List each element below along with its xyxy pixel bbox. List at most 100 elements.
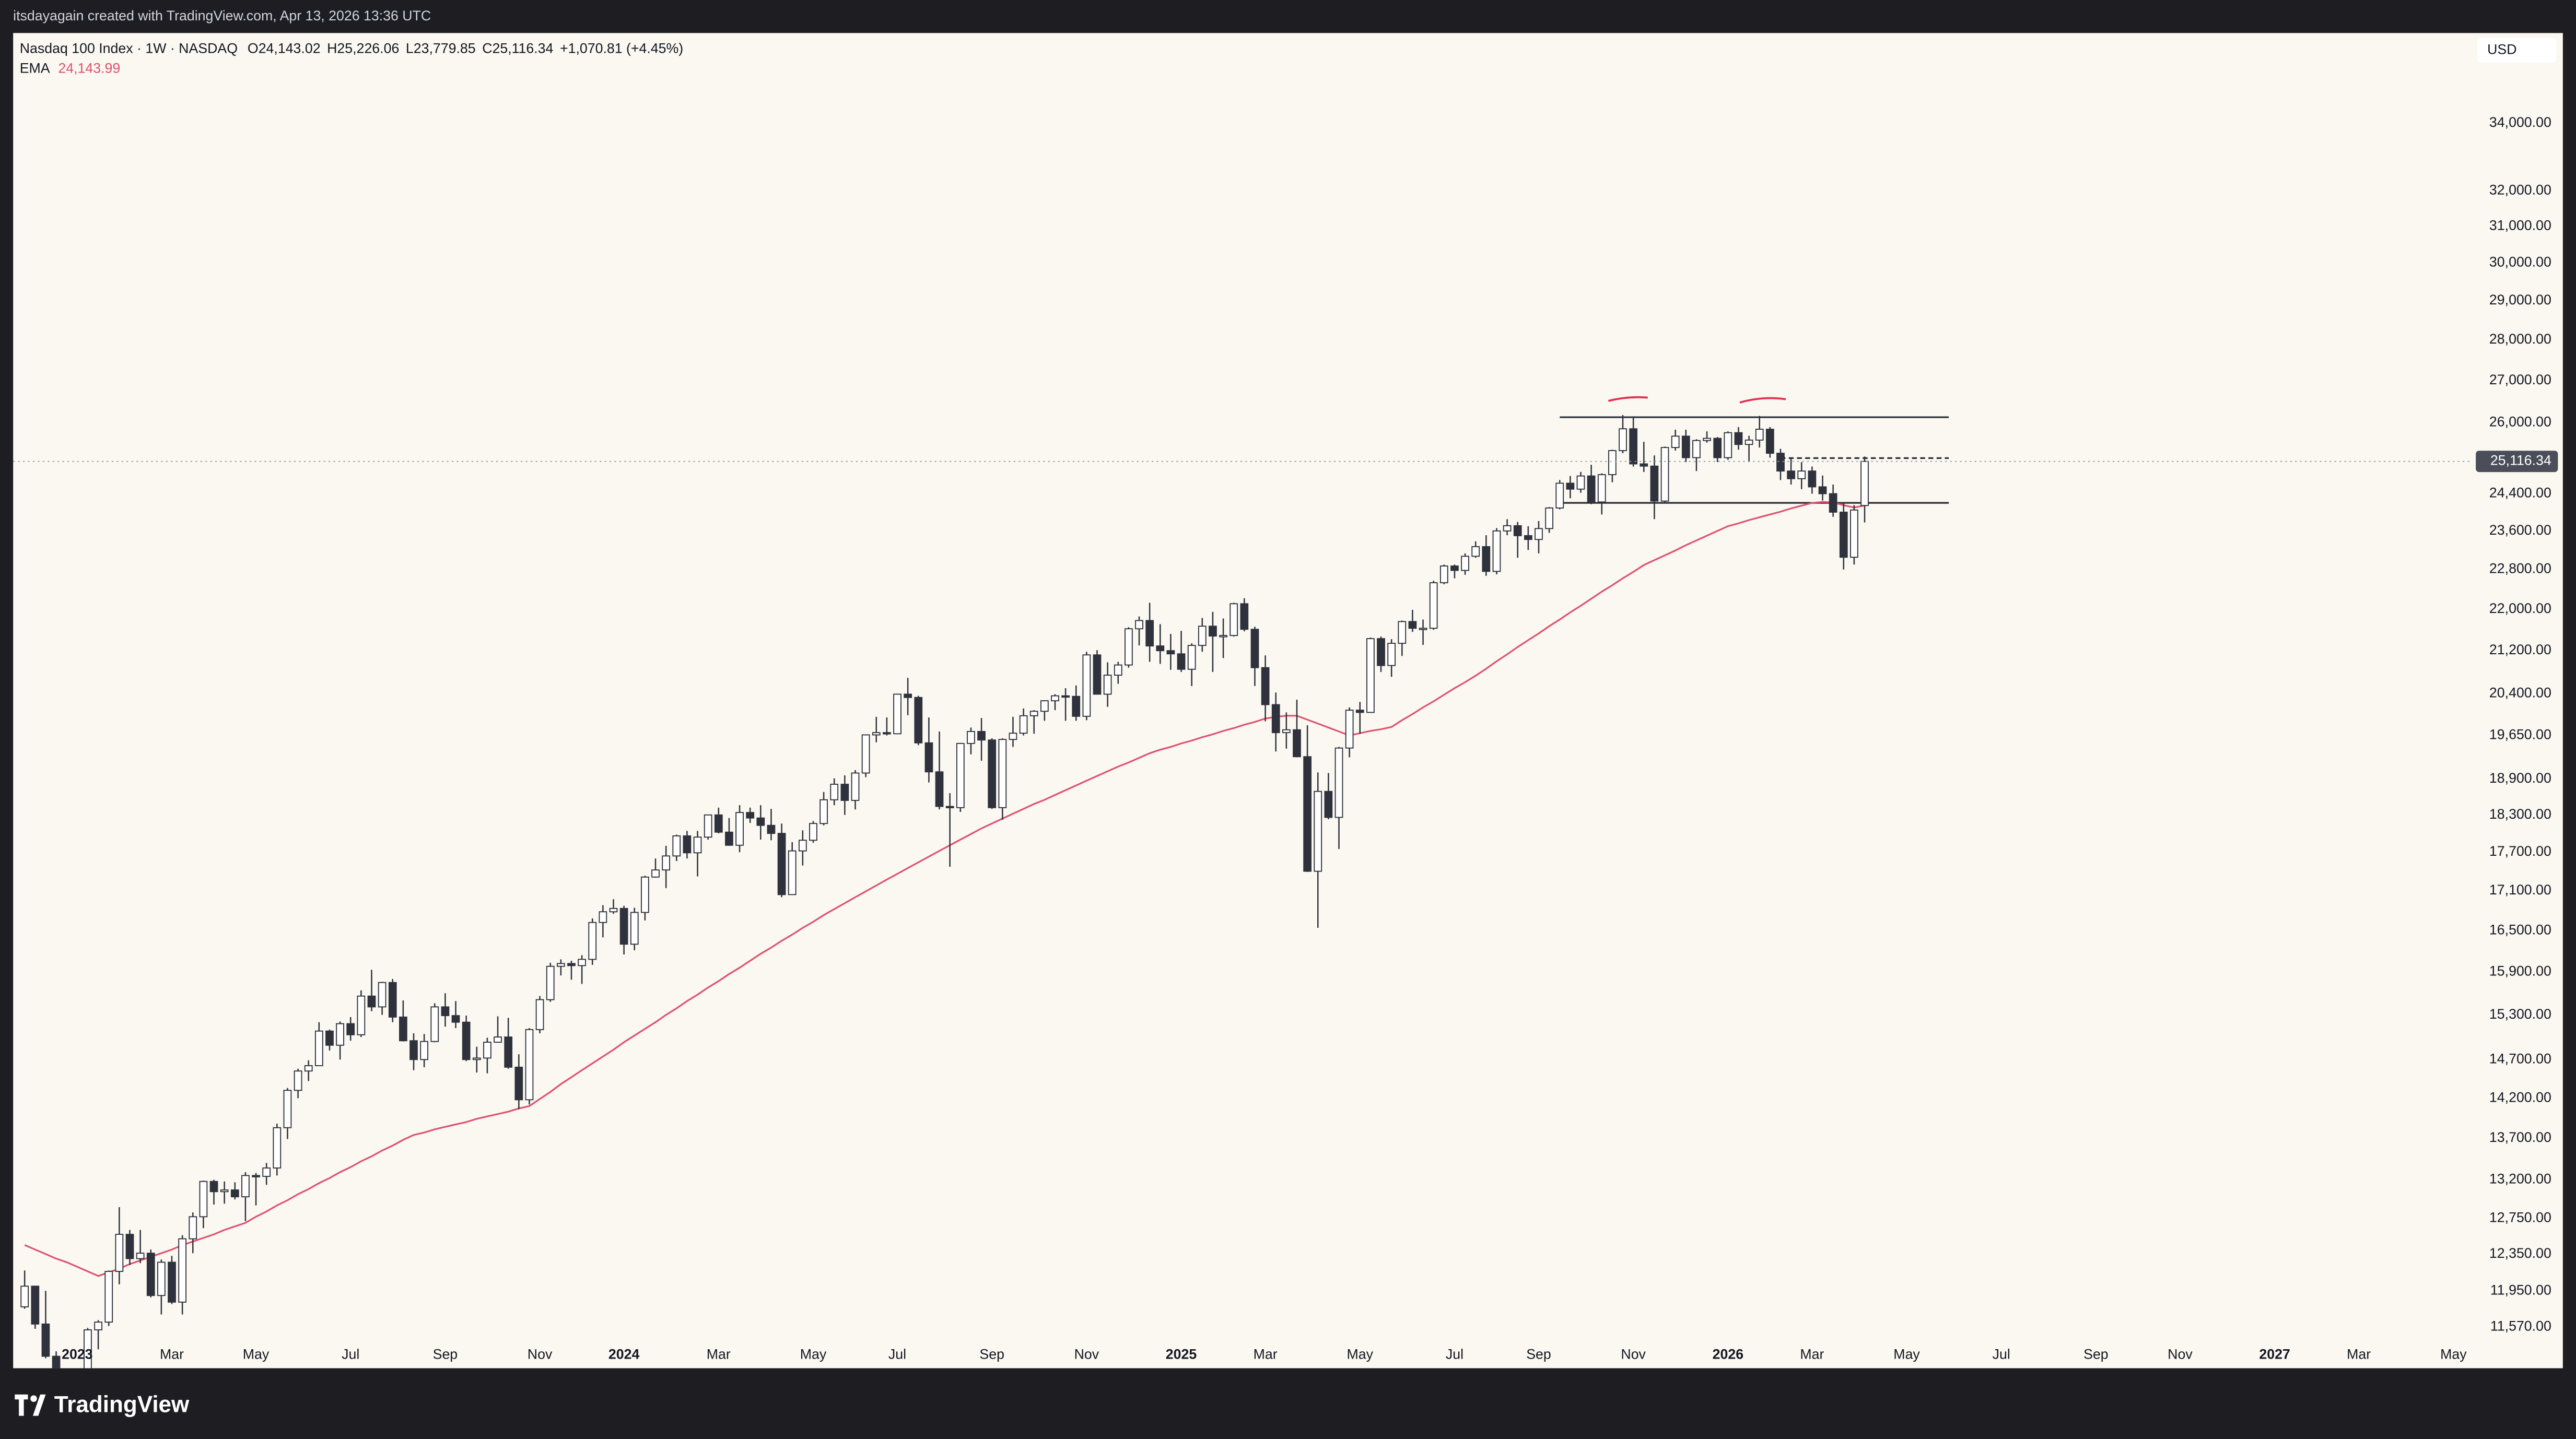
legend-high: H25,226.06 (327, 41, 399, 56)
candle-body (20, 1285, 29, 1307)
y-tick-label: 15,300.00 (2489, 1006, 2551, 1022)
candle-body (1671, 435, 1680, 449)
candle-body (136, 1253, 145, 1259)
candle-body (998, 739, 1007, 808)
x-tick-label: May (243, 1346, 270, 1362)
candle-body (883, 732, 891, 735)
credit: itsdayagain created with TradingView.com… (13, 8, 431, 23)
candle-body (430, 1006, 439, 1042)
y-tick-label: 34,000.00 (2489, 114, 2551, 130)
axes: 11,570.00 11,950.00 12,350.00 12,750.00 13,2… (62, 114, 2558, 1362)
candle-body (1187, 645, 1196, 670)
y-tick-label: 12,750.00 (2489, 1210, 2551, 1225)
candle-body (209, 1181, 218, 1193)
candle-body (619, 907, 628, 945)
x-tick-label: 2024 (608, 1346, 640, 1362)
candle-body (1009, 733, 1017, 740)
candle-body (1145, 620, 1154, 647)
candle-body (220, 1189, 229, 1193)
candle-body (893, 693, 901, 735)
candle-body (294, 1070, 302, 1091)
x-tick-label: Nov (528, 1346, 553, 1362)
last-price-label: 25,116.34 (2490, 453, 2551, 468)
candle-body (840, 784, 849, 801)
ema-value: 24,143.99 (58, 60, 120, 76)
legend-close: C25,116.34 (482, 41, 553, 56)
candle-body (1282, 729, 1291, 734)
candle-body (767, 824, 776, 834)
legend-title: Nasdaq 100 Index · 1W · NASDAQ (20, 41, 238, 56)
candle-body (1681, 435, 1690, 458)
candle-body (672, 835, 681, 857)
candle-body (725, 831, 733, 846)
candle-body (514, 1066, 523, 1101)
candle-body (588, 922, 597, 960)
candle-body (1198, 626, 1207, 646)
x-tick-label: 2023 (62, 1346, 92, 1362)
y-tick-label: 24,400.00 (2489, 485, 2551, 501)
candle-body (1156, 645, 1165, 652)
legend-open: O24,143.02 (248, 41, 321, 56)
candle-body (157, 1261, 166, 1296)
candle-body (1650, 465, 1659, 502)
y-tick-label: 17,700.00 (2489, 843, 2551, 859)
candle-body (935, 771, 944, 807)
x-tick-label: Mar (707, 1346, 731, 1362)
candle-body (1787, 470, 1795, 479)
x-tick-label: Sep (1526, 1346, 1551, 1362)
candle-body (1166, 650, 1175, 655)
last-price-box (2476, 451, 2558, 473)
currency: USD (2487, 41, 2516, 57)
x-tick-label: May (1893, 1346, 1920, 1362)
y-tick-label: 18,300.00 (2489, 806, 2551, 822)
y-tick-label: 32,000.00 (2489, 182, 2551, 198)
x-tick-label: Jul (1993, 1346, 2010, 1362)
y-tick-label: 21,200.00 (2489, 642, 2551, 657)
candle-body (1776, 453, 1785, 472)
y-tick-label: 26,000.00 (2489, 414, 2551, 430)
candle-body (346, 1023, 355, 1035)
candle-body (178, 1238, 187, 1303)
x-tick-label: May (1347, 1346, 1374, 1362)
y-tick-label: 15,900.00 (2489, 963, 2551, 979)
candle-body (956, 742, 965, 808)
chart-background (13, 33, 2563, 1369)
candle-body (651, 869, 660, 878)
candle-body (336, 1023, 344, 1046)
candle-body (914, 697, 923, 744)
candle-body (1818, 486, 1827, 494)
x-tick-label: Nov (1074, 1346, 1099, 1362)
candle-body (988, 739, 997, 808)
candle-body (1303, 756, 1312, 872)
candle-body (641, 876, 649, 913)
candle-body (1660, 447, 1669, 502)
candle-body (714, 814, 723, 833)
candle-body (146, 1253, 155, 1296)
candle-body (314, 1030, 323, 1066)
candle-body (1535, 528, 1543, 540)
candle-body (273, 1127, 282, 1169)
x-tick-label: Sep (979, 1346, 1004, 1362)
candle-body (1271, 704, 1280, 734)
candle-body (1072, 695, 1081, 717)
candle-body (1125, 628, 1133, 666)
candle-body (1471, 546, 1480, 557)
candle-body (1250, 629, 1259, 668)
candle-body (1387, 643, 1396, 666)
candle-body (704, 814, 712, 838)
top-mark (1608, 396, 1648, 402)
candle-body (199, 1181, 208, 1218)
candle-body (798, 840, 807, 852)
x-tick-label: Nov (2168, 1346, 2193, 1362)
candle-body (1103, 675, 1112, 695)
candle-body (1040, 700, 1049, 712)
candle-body (494, 1036, 502, 1043)
candle-body (693, 836, 702, 854)
candle-body (1576, 475, 1585, 490)
candle-body (599, 911, 607, 923)
candle-body (1492, 530, 1501, 572)
candle-body (230, 1189, 239, 1198)
candle-body (777, 833, 786, 895)
ema-line (24, 501, 1865, 1277)
candle-body (409, 1040, 418, 1060)
